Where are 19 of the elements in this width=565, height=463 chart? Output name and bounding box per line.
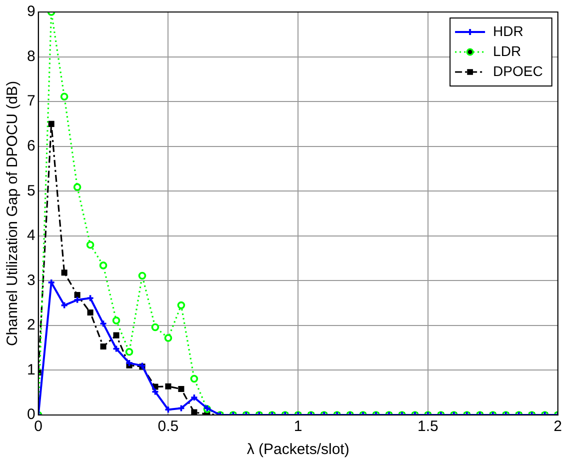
y-tick-label: 1 bbox=[27, 361, 36, 378]
y-tick-label: 8 bbox=[27, 48, 36, 65]
y-tick-label: 6 bbox=[27, 137, 36, 154]
y-tick-label: 2 bbox=[27, 316, 36, 334]
y-tick-label: 3 bbox=[27, 272, 36, 289]
y-tick-label: 0 bbox=[27, 406, 36, 424]
y-tick-label: 9 bbox=[27, 3, 36, 20]
x-tick-label: 1.5 bbox=[418, 418, 438, 436]
legend-label: HDR bbox=[493, 22, 524, 39]
y-axis-title: Channel Utilization Gap of DPOCU (dB) bbox=[4, 80, 22, 346]
legend-label: LDR bbox=[493, 42, 522, 59]
x-tick-label: 2 bbox=[554, 418, 562, 436]
y-tick-label: 7 bbox=[27, 92, 36, 110]
x-tick-label: 1 bbox=[294, 418, 302, 436]
x-axis-title: λ (Packets/slot) bbox=[246, 441, 350, 458]
y-tick-label: 5 bbox=[27, 182, 36, 200]
x-tick-label: 0.5 bbox=[158, 418, 179, 436]
y-tick-label: 4 bbox=[27, 227, 36, 244]
legend-label: DPOEC bbox=[493, 62, 543, 79]
